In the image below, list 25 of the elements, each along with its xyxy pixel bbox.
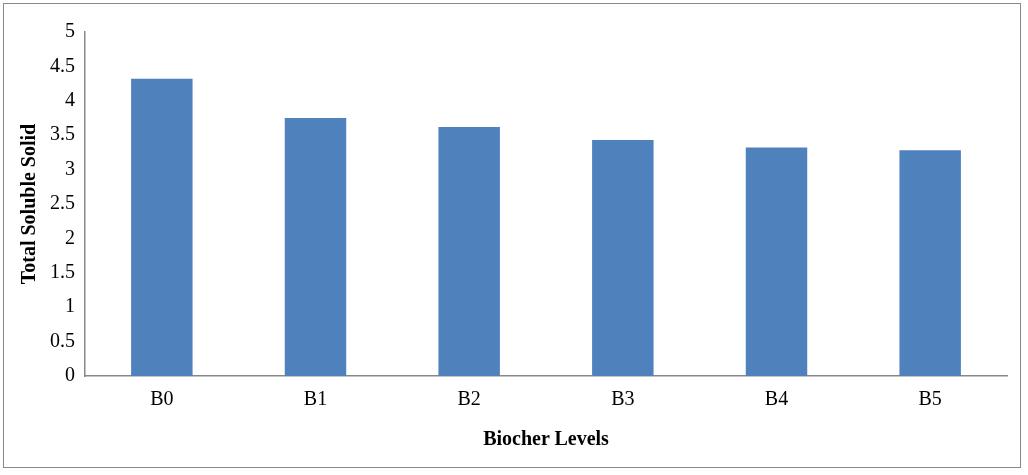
bar — [592, 140, 654, 376]
y-tick-label: 2.5 — [50, 191, 75, 214]
y-tick-label: 1.5 — [50, 260, 75, 283]
y-tick-label: 2 — [65, 225, 75, 248]
y-tick-label: 4 — [65, 88, 75, 111]
x-tick-label: B5 — [918, 387, 942, 410]
y-tick-label: 3 — [65, 156, 75, 179]
y-tick-label: 4.5 — [50, 53, 75, 76]
x-axis-title: Biocher Levels — [483, 427, 610, 450]
x-tick-label: B2 — [457, 387, 481, 410]
y-axis-title: Total Soluble Solid — [17, 123, 40, 285]
y-tick-label: 3.5 — [50, 122, 75, 145]
bar — [745, 147, 808, 376]
bar — [899, 150, 961, 376]
x-tick-label: B3 — [611, 387, 635, 410]
y-tick-label: 5 — [65, 19, 75, 42]
bar — [284, 118, 347, 376]
y-tick-label: 1 — [65, 294, 75, 317]
y-tick-label: 0 — [65, 363, 75, 386]
x-tick-label: B0 — [150, 387, 174, 410]
x-tick-label: B1 — [303, 387, 328, 410]
y-tick-label: 0.5 — [50, 328, 75, 351]
bar — [131, 78, 193, 376]
x-tick-label: B4 — [764, 387, 789, 410]
bar — [438, 126, 500, 376]
